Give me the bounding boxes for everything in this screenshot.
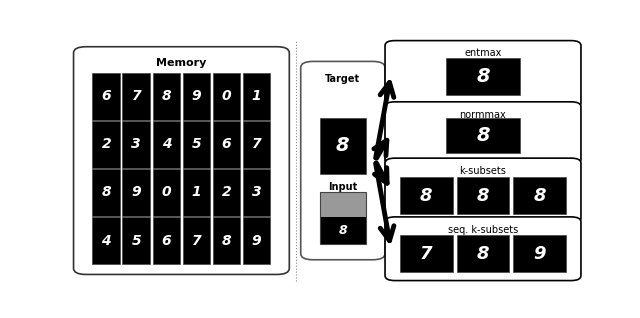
Bar: [122, 169, 150, 216]
Bar: [400, 235, 452, 272]
Bar: [182, 121, 211, 168]
Bar: [122, 217, 150, 264]
Bar: [446, 118, 520, 153]
Text: 7: 7: [131, 89, 141, 103]
Text: 9: 9: [252, 233, 262, 247]
Text: 5: 5: [191, 137, 202, 151]
Text: 8: 8: [339, 224, 348, 237]
Bar: [122, 121, 150, 168]
Bar: [513, 235, 566, 272]
Text: 1: 1: [191, 185, 202, 199]
Text: 8: 8: [420, 187, 433, 205]
Text: 7: 7: [420, 245, 433, 263]
Text: 9: 9: [191, 89, 202, 103]
Text: 2: 2: [221, 185, 232, 199]
Text: k-subsets: k-subsets: [460, 166, 506, 176]
Text: 6: 6: [221, 137, 232, 151]
Text: 8: 8: [161, 89, 171, 103]
Text: 0: 0: [161, 185, 171, 199]
Text: 2: 2: [101, 137, 111, 151]
Text: 4: 4: [161, 137, 171, 151]
FancyBboxPatch shape: [385, 102, 581, 164]
Text: 9: 9: [131, 185, 141, 199]
Text: 1: 1: [252, 89, 262, 103]
Bar: [92, 73, 120, 120]
FancyBboxPatch shape: [385, 41, 581, 108]
Bar: [243, 217, 271, 264]
Text: 3: 3: [131, 137, 141, 151]
Text: 8: 8: [476, 126, 490, 145]
Bar: [456, 177, 509, 214]
Text: 9: 9: [534, 245, 546, 263]
Text: 4: 4: [101, 233, 111, 247]
Text: entmax: entmax: [464, 48, 502, 58]
Bar: [400, 177, 452, 214]
Bar: [212, 217, 241, 264]
Text: 6: 6: [161, 233, 171, 247]
Bar: [319, 118, 366, 174]
FancyBboxPatch shape: [385, 158, 581, 223]
Bar: [92, 169, 120, 216]
FancyBboxPatch shape: [385, 217, 581, 280]
Text: Target: Target: [325, 73, 360, 84]
Bar: [92, 217, 120, 264]
Text: 0: 0: [221, 89, 232, 103]
Bar: [319, 192, 366, 217]
Bar: [319, 192, 366, 244]
Text: 8: 8: [101, 185, 111, 199]
Bar: [182, 217, 211, 264]
Text: 6: 6: [101, 89, 111, 103]
Text: seq. k-subsets: seq. k-subsets: [448, 225, 518, 235]
Bar: [243, 73, 271, 120]
Text: 8: 8: [221, 233, 232, 247]
Bar: [243, 169, 271, 216]
Text: normmax: normmax: [460, 110, 506, 120]
Text: 3: 3: [252, 185, 262, 199]
Bar: [456, 235, 509, 272]
Text: 8: 8: [476, 67, 490, 86]
Text: 8: 8: [477, 245, 489, 263]
Text: 5: 5: [131, 233, 141, 247]
Bar: [212, 169, 241, 216]
Bar: [513, 177, 566, 214]
Bar: [212, 73, 241, 120]
Text: Input: Input: [328, 182, 358, 192]
Bar: [446, 58, 520, 95]
FancyBboxPatch shape: [74, 47, 289, 274]
Text: 7: 7: [252, 137, 262, 151]
FancyBboxPatch shape: [301, 61, 385, 260]
Bar: [182, 169, 211, 216]
Bar: [152, 121, 180, 168]
Text: 8: 8: [477, 187, 489, 205]
Text: 8: 8: [336, 136, 349, 155]
Bar: [152, 217, 180, 264]
Bar: [122, 73, 150, 120]
Bar: [243, 121, 271, 168]
Bar: [92, 121, 120, 168]
Text: 7: 7: [191, 233, 202, 247]
Bar: [152, 169, 180, 216]
Bar: [319, 217, 366, 244]
Text: 8: 8: [534, 187, 546, 205]
Bar: [182, 73, 211, 120]
Bar: [212, 121, 241, 168]
Bar: [152, 73, 180, 120]
Text: Memory: Memory: [156, 58, 207, 68]
